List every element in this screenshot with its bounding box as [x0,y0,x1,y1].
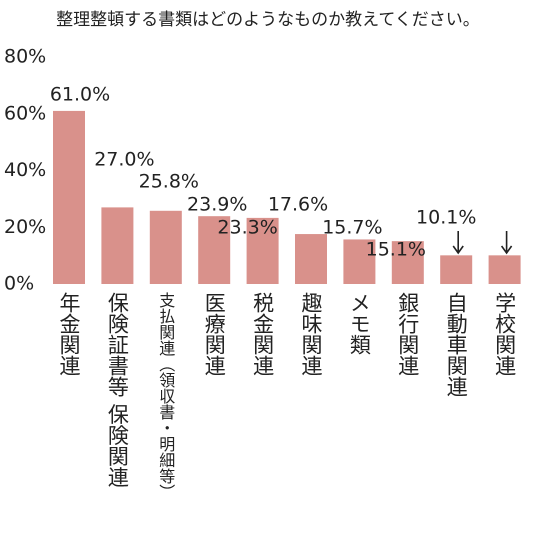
value-label: 10.1% [416,207,476,229]
x-tick-label: 医療関連 [202,292,226,376]
value-label: 27.0% [94,149,154,171]
y-tick-label: 20% [4,216,46,238]
y-tick-label: 0% [4,273,34,295]
x-tick-label: 趣味関連 [299,292,323,376]
y-tick-label: 60% [4,102,46,124]
x-tick-label: 自動車関連 [444,292,468,397]
bar [246,217,279,284]
value-label: 25.8% [139,171,199,193]
bar [198,216,231,284]
bar [149,210,182,284]
chart-title: 整理整頓する書類はどのようなものか教えてください。 [56,10,480,30]
x-tick-label: 支払関連（領収書・明細等） [156,292,175,500]
bar [391,241,424,284]
arrow [452,231,464,255]
y-tick-label: 40% [4,159,46,181]
value-label: 15.7% [322,217,382,239]
bar [101,207,134,284]
x-tick-label: 学校関連 [493,292,517,376]
value-label: 23.3% [217,217,277,239]
bar [295,234,327,284]
bar [440,255,473,284]
bar [488,255,521,284]
bar [343,239,376,284]
x-tick-label: 保険証書等 保険関連 [105,292,129,488]
y-tick-label: 80% [4,46,46,68]
x-tick-label: メモ類 [347,292,371,355]
value-label: 23.9% [187,194,247,216]
arrow [500,231,513,255]
x-tick-label: 銀行関連 [396,292,420,376]
x-tick-label: 年金関連 [57,292,81,376]
value-label: 15.1% [366,239,426,261]
value-label: 17.6% [268,194,328,216]
value-label: 61.0% [50,84,110,106]
x-tick-label: 税金関連 [251,292,275,376]
bar [53,110,85,284]
